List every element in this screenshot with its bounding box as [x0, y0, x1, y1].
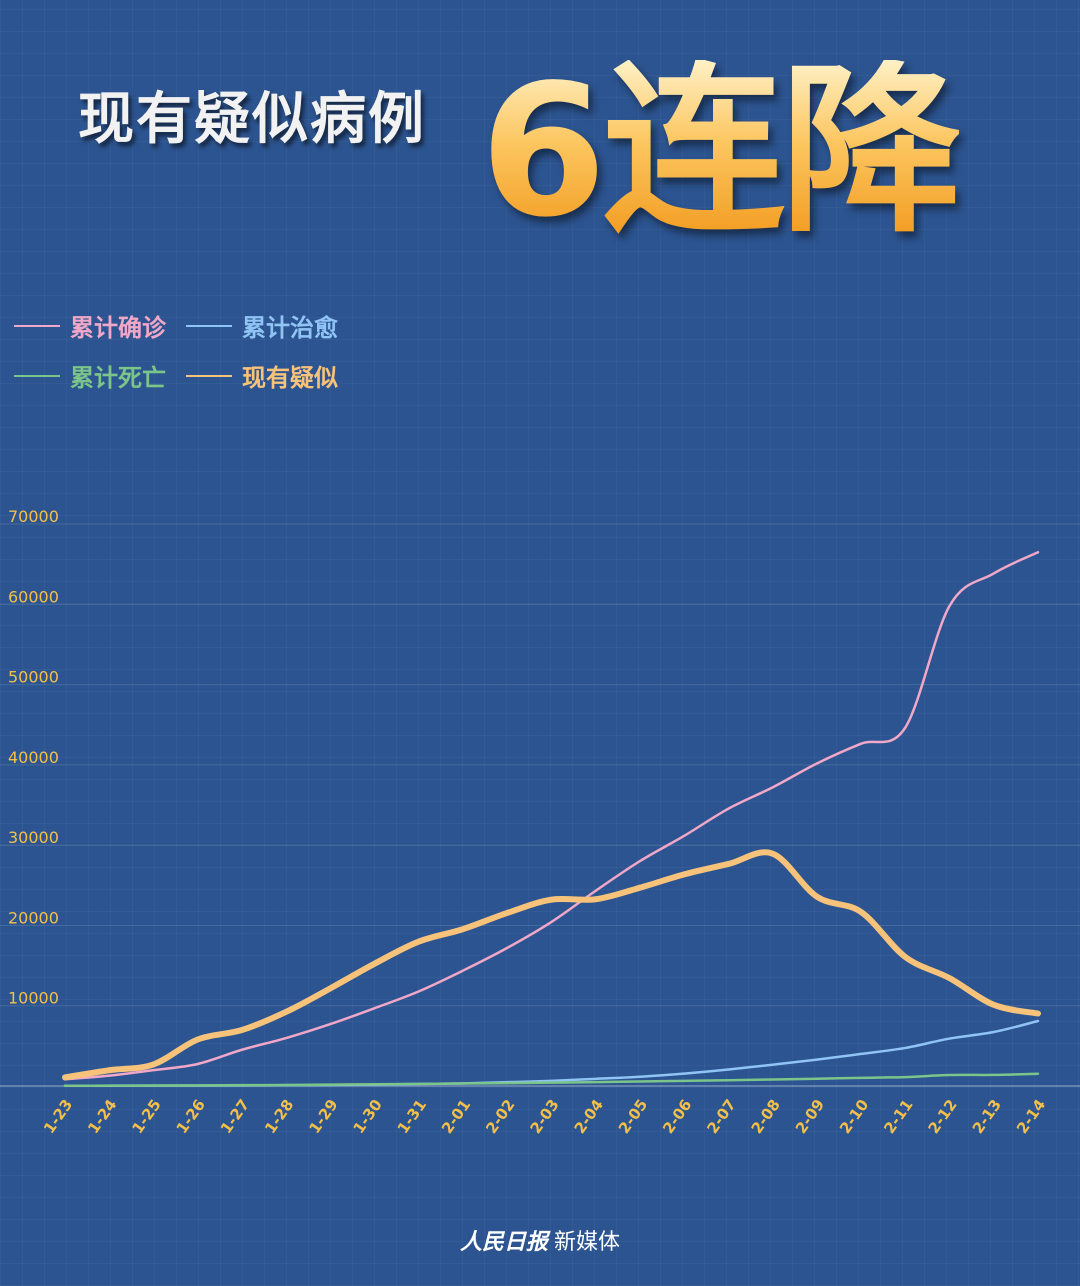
x-tick-label: 1-28 [261, 1096, 297, 1137]
footer-credit: 人民日报 新媒体 [0, 1224, 1080, 1256]
y-tick-label: 20000 [8, 908, 59, 927]
headline-text: 现有疑似病例 [78, 87, 426, 152]
x-tick-label: 2-03 [526, 1096, 562, 1137]
series-line-suspected [62, 849, 1041, 1081]
series-line-recovered [63, 1019, 1040, 1087]
legend-label-deaths: 累计死亡 [70, 364, 166, 392]
x-tick-label: 2-05 [615, 1096, 651, 1137]
series-line-confirmed [63, 550, 1040, 1081]
footer-brand-suffix: 新媒体 [554, 1230, 621, 1255]
x-tick-label: 1-26 [173, 1096, 209, 1137]
legend-swatch-suspected [186, 374, 232, 377]
series-line-deaths [63, 1072, 1040, 1088]
footer-brand-logo: 人民日报 [459, 1229, 548, 1255]
y-tick-label: 50000 [8, 668, 59, 687]
grid-lines [0, 523, 1080, 1087]
legend-label-suspected: 现有疑似 [242, 364, 338, 392]
x-tick-label: 2-10 [836, 1096, 872, 1137]
y-tick-label: 40000 [8, 748, 59, 767]
x-tick-label: 2-09 [792, 1096, 828, 1137]
x-tick-label: 1-24 [84, 1096, 120, 1137]
legend-item-confirmed: 累计确诊 [14, 308, 166, 343]
x-tick-label: 2-02 [482, 1096, 518, 1137]
legend-swatch-confirmed [14, 324, 60, 327]
y-tick-label: 70000 [8, 507, 59, 526]
x-tick-label: 2-11 [880, 1096, 916, 1137]
x-tick-label: 2-12 [925, 1096, 961, 1137]
x-tick-label: 1-23 [40, 1096, 76, 1137]
legend-label-confirmed: 累计确诊 [70, 314, 166, 342]
x-tick-label: 2-01 [438, 1096, 474, 1137]
legend-swatch-deaths [14, 374, 60, 377]
x-tick-label: 2-13 [969, 1096, 1005, 1137]
legend-label-recovered: 累计治愈 [242, 314, 338, 342]
legend-item-recovered: 累计治愈 [186, 308, 338, 343]
x-tick-label: 2-04 [571, 1096, 607, 1137]
x-tick-label: 1-31 [394, 1096, 430, 1137]
x-tick-label: 2-08 [748, 1096, 784, 1137]
series-lines [62, 550, 1041, 1088]
line-chart: 10000 20000 30000 40000 50000 60000 70000 1-23… [0, 507, 1080, 1137]
y-axis: 10000 20000 30000 40000 50000 60000 70000 [8, 507, 59, 1008]
legend-item-suspected: 现有疑似 [186, 358, 338, 393]
y-tick-label: 30000 [8, 828, 59, 847]
headline-highlight: 6连降 [480, 45, 963, 257]
x-axis: 1-23 1-24 1-25 1-26 1-27 1-28 1-29 1-30 1-31 2-01… [40, 1096, 1049, 1137]
x-tick-label: 2-06 [659, 1096, 695, 1137]
x-tick-label: 1-25 [128, 1096, 164, 1137]
y-tick-label: 60000 [8, 587, 59, 606]
y-tick-label: 10000 [8, 989, 59, 1008]
x-tick-label: 1-27 [217, 1096, 253, 1137]
legend-swatch-recovered [186, 324, 232, 327]
x-tick-label: 1-30 [350, 1096, 386, 1137]
x-tick-label: 2-14 [1013, 1096, 1049, 1137]
x-tick-label: 2-07 [703, 1096, 739, 1137]
x-tick-label: 1-29 [305, 1096, 341, 1137]
legend-item-deaths: 累计死亡 [14, 358, 166, 393]
